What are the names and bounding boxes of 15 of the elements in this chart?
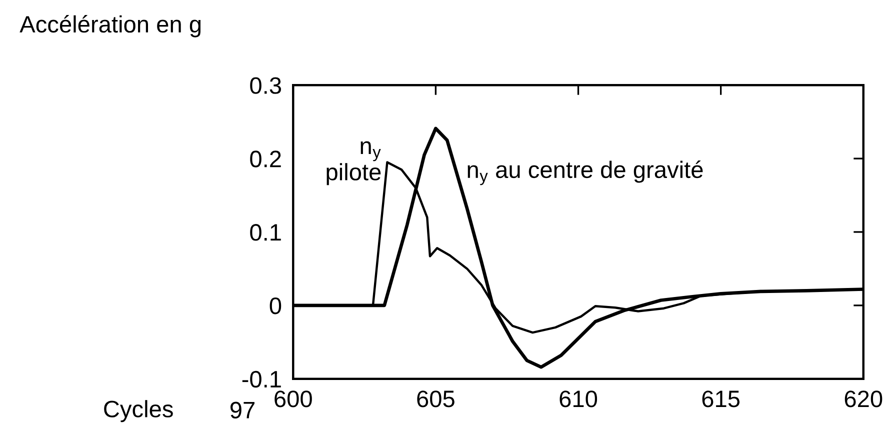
y-tick-label: 0.2	[250, 150, 281, 168]
y-tick-label: -0.1	[242, 370, 281, 388]
y-tick-label: 0	[270, 297, 282, 314]
x-tick-label: 615	[702, 390, 740, 408]
x-tick-label: 620	[844, 390, 882, 408]
series-label: n$_{y}$ au centre de gravité	[468, 160, 703, 186]
series-label: n$_{y}$ pilote	[326, 141, 381, 186]
x-axis-title: Cycles	[104, 400, 173, 422]
x-tick-label: 605	[417, 390, 454, 408]
y-tick-label: 0.3	[250, 77, 281, 94]
y-tick-label: 0.1	[250, 224, 281, 241]
x-tick-label: 610	[560, 390, 598, 408]
y-axis-title: Accélération en g	[20, 15, 201, 38]
text: 97	[230, 402, 254, 418]
x-tick-label: 600	[274, 390, 312, 408]
